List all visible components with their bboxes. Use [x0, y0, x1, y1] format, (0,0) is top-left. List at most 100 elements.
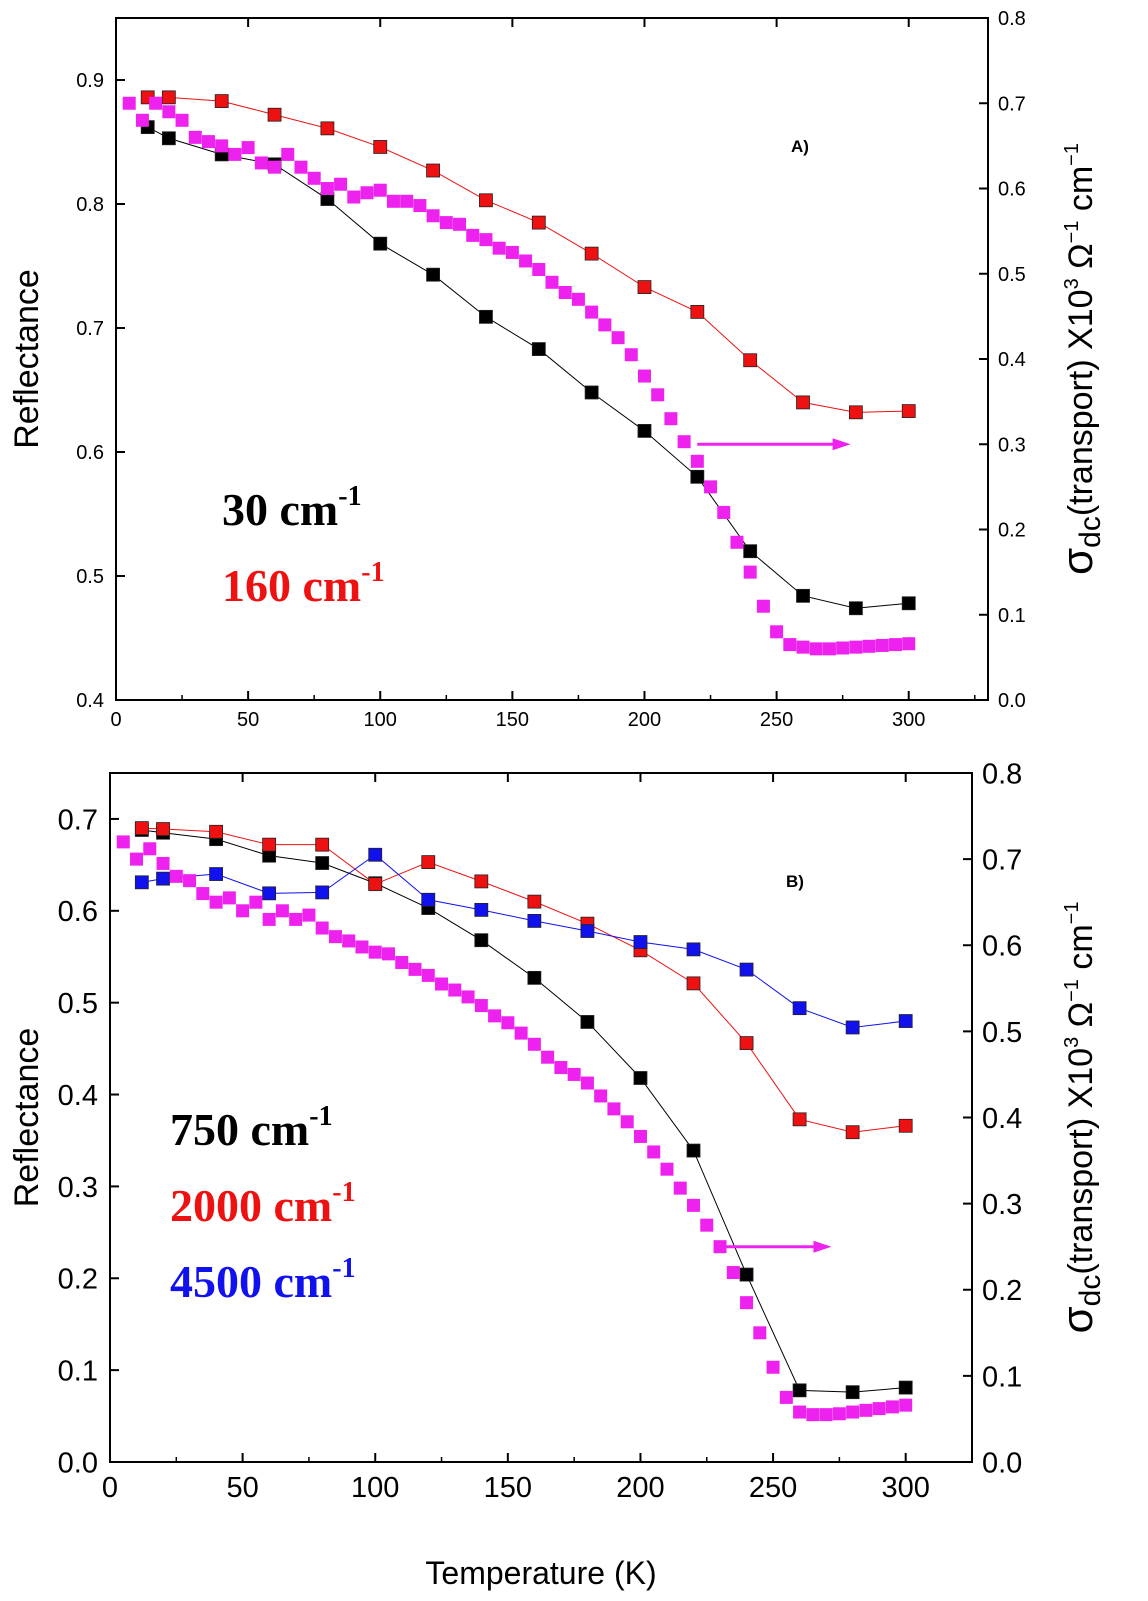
data-point [342, 934, 356, 948]
data-point [779, 1390, 793, 1404]
legend-sup: -1 [361, 557, 384, 588]
data-point [426, 267, 440, 282]
data-point [633, 935, 648, 949]
data-point [637, 280, 652, 294]
data-point [739, 1036, 754, 1050]
y2-tick-label: 0.5 [998, 264, 1026, 286]
data-point [275, 904, 289, 918]
data-point [188, 130, 202, 144]
data-point [355, 940, 369, 954]
data-point [474, 999, 488, 1013]
y2-tick-label: 0.5 [982, 1017, 1022, 1049]
data-point [899, 1398, 913, 1412]
y-tick-label: 0.5 [76, 566, 104, 588]
data-point [541, 1050, 555, 1064]
x-tick-label: 0 [102, 1472, 118, 1504]
data-point [413, 199, 427, 213]
data-point [156, 856, 170, 870]
data-point [598, 318, 612, 332]
y2-axis-label: σdc(transport) X103 Ω−1 cm−1 [1053, 143, 1107, 575]
x-tick-label: 100 [364, 709, 397, 731]
data-point [347, 190, 361, 204]
data-point [806, 1408, 820, 1422]
data-point [700, 1218, 714, 1232]
panel-b-chart: 0 50 100 150 200 250 300 0.0 0.1 0.2 0.3 0.4 0.5 0.6 0… [8, 758, 1107, 1591]
data-point [426, 163, 440, 178]
y2-tick-label: 0.4 [982, 1103, 1022, 1135]
data-point [796, 395, 810, 410]
data-point [421, 892, 436, 907]
data-point [690, 454, 704, 468]
data-point [492, 241, 506, 255]
data-point [505, 245, 519, 259]
data-point [889, 638, 903, 652]
y-tick-label: 0.4 [58, 1080, 98, 1112]
data-point [439, 216, 453, 230]
data-point [268, 160, 282, 174]
data-point [196, 887, 210, 901]
data-point [479, 193, 493, 208]
data-point [594, 1089, 608, 1103]
y-tick-label: 0.8 [76, 194, 104, 216]
data-point [386, 194, 400, 208]
data-point [474, 902, 489, 917]
data-point [726, 1266, 740, 1280]
y2-label-unit2: cm [1062, 166, 1100, 221]
data-point [743, 353, 758, 368]
data-point [704, 480, 718, 494]
data-point [792, 1383, 807, 1398]
data-point [162, 105, 176, 119]
data-point [567, 1067, 581, 1081]
data-point [289, 912, 303, 926]
data-point [514, 1026, 528, 1040]
data-point [135, 113, 149, 127]
legend-label: 750 cm [170, 1104, 309, 1155]
data-point [793, 1405, 807, 1419]
data-point [254, 156, 268, 170]
y2-tick-label: 0.8 [982, 758, 1022, 790]
legend-sup: -1 [332, 1177, 355, 1208]
x-tick-label: 0 [110, 709, 121, 731]
data-point [315, 921, 329, 935]
data-point [875, 638, 889, 652]
x-tick-label: 150 [484, 1472, 532, 1504]
data-point [334, 177, 348, 191]
data-point [267, 107, 282, 122]
x-tick-label: 100 [351, 1472, 399, 1504]
legend-label: 30 cm [222, 484, 338, 535]
y2-label-unit2-exp: −1 [1061, 901, 1083, 924]
data-point [169, 869, 183, 883]
data-point [739, 1267, 754, 1282]
data-point [664, 412, 678, 426]
data-point [686, 1143, 701, 1158]
data-point [766, 1360, 780, 1374]
y2-tick-label: 0.4 [998, 349, 1026, 371]
data-point [448, 983, 462, 997]
data-point [637, 369, 651, 383]
data-point [584, 246, 599, 261]
y-tick-label: 0.9 [76, 70, 104, 92]
data-point [554, 1061, 568, 1075]
axis-arrow-head [813, 1240, 832, 1253]
data-point [740, 1296, 754, 1310]
y2-label-sigma: σ [1053, 1306, 1102, 1333]
y2-tick-label: 0.0 [982, 1447, 1022, 1479]
y-tick-label: 0.4 [76, 690, 104, 712]
data-point [479, 233, 493, 247]
data-point [466, 228, 480, 242]
legend-label: 4500 cm [170, 1256, 332, 1307]
data-point [373, 140, 388, 154]
data-point [215, 139, 229, 153]
data-point [368, 945, 382, 959]
data-point [809, 642, 823, 656]
data-point [228, 147, 242, 161]
data-point [677, 435, 691, 449]
series-line [147, 126, 909, 609]
legend-sup: -1 [338, 481, 361, 512]
data-point [673, 1181, 687, 1195]
data-point [421, 968, 435, 982]
panel-label: B) [786, 872, 804, 891]
y2-tick-label: 0.6 [982, 931, 1022, 963]
data-point [527, 970, 542, 985]
legend-item: 2000 cm-1 [170, 1177, 356, 1231]
